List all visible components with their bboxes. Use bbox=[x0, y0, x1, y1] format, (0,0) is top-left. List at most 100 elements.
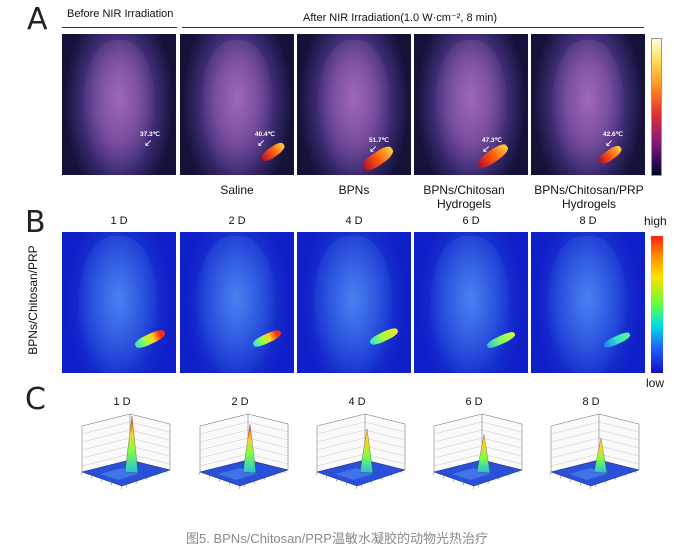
axis-tick bbox=[604, 480, 607, 484]
axis-tick bbox=[120, 485, 123, 490]
axis-tick bbox=[589, 485, 592, 490]
mouse-silhouette bbox=[314, 236, 392, 372]
heatmap-image-day6 bbox=[414, 232, 528, 373]
axis-tick bbox=[452, 478, 455, 483]
axis-tick bbox=[507, 473, 510, 477]
mouse-silhouette bbox=[197, 236, 275, 372]
axis-tick bbox=[208, 475, 211, 479]
surface-plot-day8 bbox=[549, 413, 640, 490]
after-irradiation-label: After NIR Irradiation(1.0 W·cm⁻², 8 min) bbox=[303, 12, 498, 24]
axis-tick bbox=[549, 471, 552, 476]
colorbar-low-label: low bbox=[646, 376, 665, 390]
axis-tick bbox=[243, 483, 246, 488]
surface-plot-day6 bbox=[432, 413, 523, 490]
temperature-label: 47.3℃ bbox=[482, 137, 502, 144]
surface-peak bbox=[124, 415, 139, 474]
heatmap-image-day2 bbox=[180, 232, 294, 373]
temperature-label: 51.7℃ bbox=[369, 137, 389, 144]
surface-peak bbox=[476, 434, 491, 474]
temperature-label: 42.6℃ bbox=[603, 131, 623, 138]
day-label: 2 D bbox=[228, 215, 246, 227]
axis-tick bbox=[315, 471, 318, 476]
axis-tick bbox=[125, 483, 128, 488]
day-label: 2 D bbox=[231, 396, 249, 408]
heatmap-image-day1 bbox=[62, 232, 176, 373]
axis-tick bbox=[345, 482, 348, 486]
axis-tick bbox=[487, 480, 490, 484]
axis-tick bbox=[634, 469, 637, 474]
axis-tick bbox=[624, 473, 627, 477]
arrow-icon: ↙ bbox=[605, 138, 614, 149]
plot-frame bbox=[550, 413, 640, 473]
axis-tick bbox=[198, 471, 201, 476]
axis-tick bbox=[432, 471, 435, 476]
axis-tick bbox=[370, 480, 373, 484]
surface-plot-day2 bbox=[198, 413, 289, 490]
axis-tick bbox=[273, 473, 276, 477]
axis-tick bbox=[325, 475, 328, 479]
axis-tick bbox=[400, 469, 403, 474]
day-label: 6 D bbox=[462, 215, 480, 227]
axis-tick bbox=[614, 476, 617, 481]
axis-tick bbox=[155, 473, 158, 477]
temperature-label: 40.4℃ bbox=[255, 131, 275, 138]
axis-tick bbox=[390, 473, 393, 477]
colorbar-high-label: high bbox=[644, 214, 667, 228]
temperature-label: 37.3℃ bbox=[140, 131, 160, 138]
panel-letter-c: C bbox=[25, 382, 46, 417]
surface-plot-day4 bbox=[315, 413, 406, 490]
axis-tick bbox=[135, 480, 138, 484]
axis-tick bbox=[594, 483, 597, 488]
axis-tick bbox=[218, 478, 221, 483]
axis-tick bbox=[165, 469, 168, 474]
arrow-icon: ↙ bbox=[482, 144, 491, 155]
axis-tick bbox=[90, 475, 93, 479]
axis-tick bbox=[497, 476, 500, 481]
axis-tick bbox=[579, 482, 582, 486]
axis-tick bbox=[442, 475, 445, 479]
panel-b-ylabel: BPNs/Chitosan/PRP bbox=[26, 245, 40, 355]
thermal-image-saline: 40.4℃ ↙ bbox=[180, 34, 294, 175]
axis-tick bbox=[238, 485, 241, 490]
panel-letter-b: B bbox=[25, 205, 46, 240]
axis-tick bbox=[253, 480, 256, 484]
before-irradiation-label: Before NIR Irradiation bbox=[67, 8, 174, 20]
thermal-image-bpns-chitosan-prp: 42.6℃ ↙ bbox=[531, 34, 645, 175]
heatmap-image-day4 bbox=[297, 232, 411, 373]
day-label: 1 D bbox=[113, 396, 131, 408]
axis-tick bbox=[335, 478, 338, 483]
axis-tick bbox=[569, 478, 572, 483]
panel-letter-a: A bbox=[27, 2, 48, 37]
mouse-silhouette bbox=[431, 236, 509, 372]
axis-tick bbox=[559, 475, 562, 479]
axis-tick bbox=[355, 485, 358, 490]
mouse-silhouette bbox=[82, 39, 156, 175]
axis-tick bbox=[462, 482, 465, 486]
thermal-image-bpns: 51.7℃ ↙ bbox=[297, 34, 411, 175]
day-label: 6 D bbox=[465, 396, 483, 408]
heat-colorbar bbox=[651, 236, 663, 373]
day-label: 8 D bbox=[579, 215, 597, 227]
axis-tick bbox=[110, 482, 113, 486]
thermal-colorbar bbox=[651, 38, 662, 176]
surface-peak bbox=[593, 438, 608, 474]
axis-tick bbox=[145, 476, 148, 481]
before-divider bbox=[62, 27, 177, 28]
axis-tick bbox=[517, 469, 520, 474]
day-label: 4 D bbox=[348, 396, 366, 408]
caption-bpns-chitosan-prp: BPNs/Chitosan/PRP Hydrogels bbox=[534, 183, 644, 211]
day-label: 4 D bbox=[345, 215, 363, 227]
arrow-icon: ↙ bbox=[144, 138, 153, 149]
caption-bpns: BPNs bbox=[338, 183, 370, 197]
mouse-silhouette bbox=[548, 236, 626, 372]
plot-frame bbox=[433, 413, 523, 473]
axis-tick bbox=[80, 471, 83, 476]
caption-bpns-chitosan: BPNs/Chitosan Hydrogels bbox=[423, 183, 505, 211]
axis-tick bbox=[263, 476, 266, 481]
arrow-icon: ↙ bbox=[257, 138, 266, 149]
mouse-silhouette bbox=[200, 39, 274, 175]
day-label: 8 D bbox=[582, 396, 600, 408]
day-label: 1 D bbox=[110, 215, 128, 227]
after-divider bbox=[182, 27, 644, 28]
surface-plot-day1 bbox=[80, 413, 171, 490]
